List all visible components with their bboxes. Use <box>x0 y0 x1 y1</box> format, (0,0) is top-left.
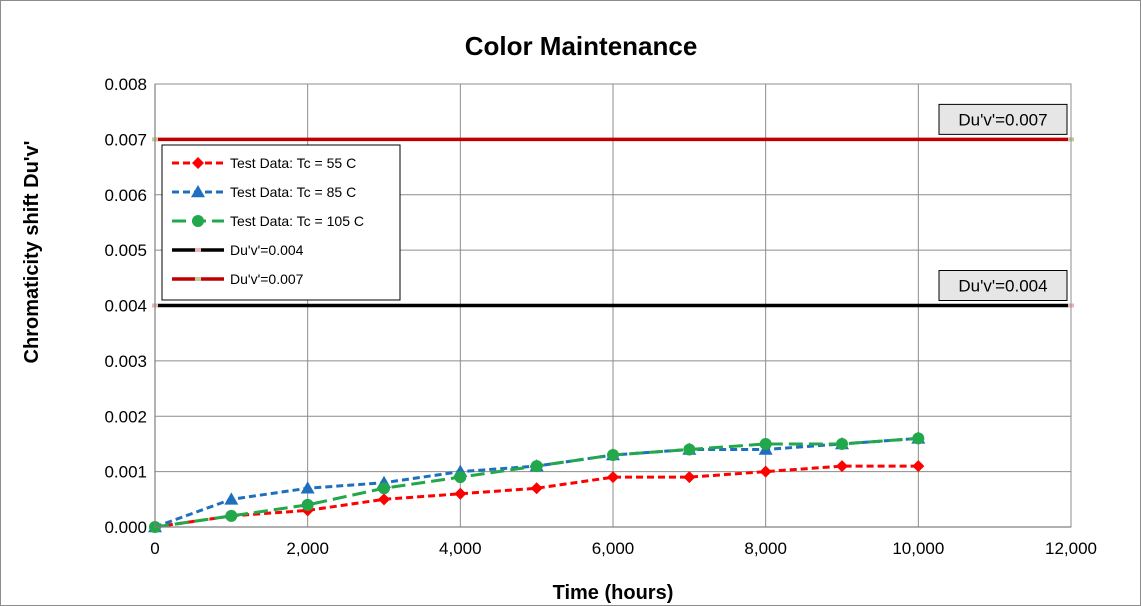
legend-cap-4 <box>195 277 201 281</box>
series-2-point-8 <box>759 437 772 450</box>
series-0-point-7 <box>683 471 696 484</box>
legend-marker-2 <box>192 215 204 227</box>
annotation-box-0 <box>938 103 1068 135</box>
x-tick-label-3: 6,000 <box>592 539 635 558</box>
series-2-point-2 <box>301 498 314 511</box>
y-tick-label-3: 0.003 <box>104 352 147 371</box>
x-tick-label-1: 2,000 <box>286 539 329 558</box>
x-tick-label-6: 12,000 <box>1045 539 1097 558</box>
series-0-point-3 <box>378 493 390 506</box>
annotation-label-1: Du'v'=0.004 <box>958 277 1047 296</box>
series-2-point-7 <box>683 443 696 456</box>
y-tick-label-5: 0.005 <box>104 241 147 260</box>
series-line-0 <box>154 464 919 529</box>
x-tick-label-4: 8,000 <box>744 539 787 558</box>
series-2-point-1 <box>225 509 238 522</box>
legend-label-1: Test Data: Tc = 85 C <box>230 184 356 200</box>
series-1-point-2 <box>300 481 315 494</box>
x-axis-title: Time (hours) <box>553 582 674 604</box>
series-2-point-4 <box>454 471 467 484</box>
y-tick-label-2: 0.002 <box>104 407 147 426</box>
axes <box>154 83 1072 528</box>
x-tick-label-0: 0 <box>150 539 159 558</box>
legend-marker-0 <box>192 157 204 169</box>
legend-label-4: Du'v'=0.007 <box>230 271 304 287</box>
y-tick-label-1: 0.001 <box>104 463 147 482</box>
series-2-point-5 <box>530 460 543 473</box>
series-2-point-6 <box>607 449 619 462</box>
series <box>148 431 926 533</box>
y-tick-label-6: 0.006 <box>104 186 147 205</box>
series-2-point-9 <box>836 437 848 450</box>
x-tick-label-5: 10,000 <box>892 539 944 558</box>
y-tick-label-7: 0.007 <box>104 130 147 149</box>
annotation-box-1 <box>938 270 1068 301</box>
tick-labels: 0.000 0.001 0.002 0.003 0.004 0.005 0.006 0.007… <box>104 75 1097 558</box>
series-0-point-4 <box>454 487 467 500</box>
y-axis-title: Chromaticity shift Du'v' <box>21 141 43 364</box>
legend-label-2: Test Data: Tc = 105 C <box>230 213 364 229</box>
y-tick-label-0: 0.000 <box>104 518 147 537</box>
series-0-point-6 <box>607 471 619 484</box>
legend-label-3: Du'v'=0.004 <box>230 242 304 258</box>
annotations: Du'v'=0.007 Du'v'=0.004 <box>938 103 1068 301</box>
annotation-label-0: Du'v'=0.007 <box>958 110 1047 129</box>
series-0-point-5 <box>530 482 543 495</box>
chart-title: Color Maintenance <box>465 31 698 61</box>
x-tick-label-2: 4,000 <box>439 539 482 558</box>
series-0-point-10 <box>912 460 925 473</box>
y-tick-label-8: 0.008 <box>104 75 147 94</box>
legend-cap-3 <box>195 248 201 252</box>
y-tick-label-4: 0.004 <box>104 297 147 316</box>
legend-label-0: Test Data: Tc = 55 C <box>230 155 356 171</box>
series-1-point-1 <box>224 492 239 505</box>
series-0-point-9 <box>836 460 848 473</box>
legend-marker-1 <box>191 185 205 198</box>
legend[interactable]: Test Data: Tc = 55 C Test Data: Tc = 85 C… <box>161 144 401 301</box>
series-2-point-3 <box>378 482 390 495</box>
series-2-point-10 <box>912 432 925 445</box>
series-0-point-8 <box>759 465 772 478</box>
